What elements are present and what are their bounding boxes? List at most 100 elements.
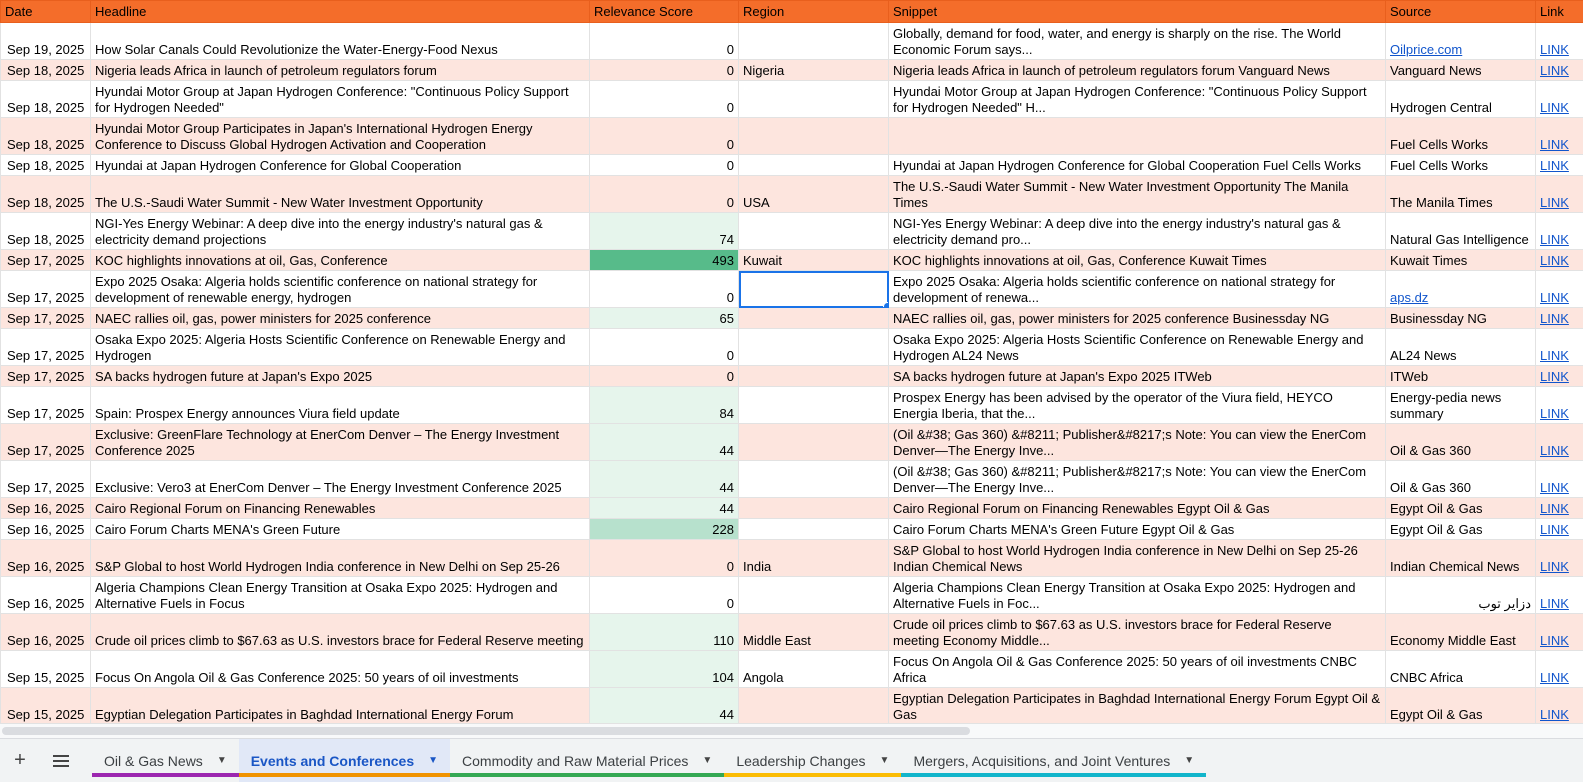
cell-link[interactable]: LINK [1536,519,1583,540]
cell-relevance-score[interactable]: 0 [590,271,739,308]
cell-headline[interactable]: Osaka Expo 2025: Algeria Hosts Scientifi… [91,329,590,366]
header-source[interactable]: Source [1386,1,1536,23]
cell-link[interactable]: LINK [1536,688,1583,724]
cell-date[interactable]: Sep 16, 2025 [1,498,91,519]
cell-headline[interactable]: Hyundai at Japan Hydrogen Conference for… [91,155,590,176]
cell-region[interactable] [739,461,889,498]
cell-relevance-score[interactable]: 110 [590,614,739,651]
all-sheets-button[interactable] [40,739,82,782]
cell-region[interactable] [739,308,889,329]
cell-region[interactable] [739,577,889,614]
cell-link[interactable]: LINK [1536,118,1583,155]
cell-region[interactable] [739,424,889,461]
sheet-tab[interactable]: Leadership Changes▼ [724,739,901,782]
cell-headline[interactable]: Hyundai Motor Group Participates in Japa… [91,118,590,155]
cell-relevance-score[interactable]: 493 [590,250,739,271]
cell-date[interactable]: Sep 18, 2025 [1,60,91,81]
cell-headline[interactable]: Hyundai Motor Group at Japan Hydrogen Co… [91,81,590,118]
cell-relevance-score[interactable]: 0 [590,118,739,155]
cell-link[interactable]: LINK [1536,155,1583,176]
header-relevance-score[interactable]: Relevance Score [590,1,739,23]
cell-region[interactable] [739,329,889,366]
cell-source[interactable]: Oil & Gas 360 [1386,424,1536,461]
scrollbar-thumb[interactable] [2,727,970,735]
cell-source[interactable]: The Manila Times [1386,176,1536,213]
cell-source[interactable]: Indian Chemical News [1386,540,1536,577]
spreadsheet-grid[interactable]: Date Headline Relevance Score Region Sni… [0,0,1583,723]
cell-relevance-score[interactable]: 74 [590,213,739,250]
cell-source[interactable]: Fuel Cells Works [1386,118,1536,155]
cell-snippet[interactable]: Cairo Regional Forum on Financing Renewa… [889,498,1386,519]
cell-snippet[interactable]: Algeria Champions Clean Energy Transitio… [889,577,1386,614]
cell-headline[interactable]: KOC highlights innovations at oil, Gas, … [91,250,590,271]
cell-date[interactable]: Sep 16, 2025 [1,540,91,577]
cell-relevance-score[interactable]: 0 [590,23,739,60]
cell-headline[interactable]: S&P Global to host World Hydrogen India … [91,540,590,577]
add-sheet-button[interactable]: + [0,739,40,782]
cell-relevance-score[interactable]: 44 [590,461,739,498]
cell-date[interactable]: Sep 18, 2025 [1,176,91,213]
cell-headline[interactable]: Spain: Prospex Energy announces Viura fi… [91,387,590,424]
cell-snippet[interactable]: Hyundai Motor Group at Japan Hydrogen Co… [889,81,1386,118]
cell-date[interactable]: Sep 18, 2025 [1,81,91,118]
cell-date[interactable]: Sep 15, 2025 [1,688,91,724]
cell-date[interactable]: Sep 17, 2025 [1,387,91,424]
cell-link[interactable]: LINK [1536,23,1583,60]
cell-region[interactable] [739,118,889,155]
cell-headline[interactable]: The U.S.-Saudi Water Summit - New Water … [91,176,590,213]
cell-source[interactable]: Egypt Oil & Gas [1386,688,1536,724]
cell-snippet[interactable]: Expo 2025 Osaka: Algeria holds scientifi… [889,271,1386,308]
cell-source[interactable]: Egypt Oil & Gas [1386,519,1536,540]
cell-source[interactable]: AL24 News [1386,329,1536,366]
cell-snippet[interactable]: KOC highlights innovations at oil, Gas, … [889,250,1386,271]
cell-link[interactable]: LINK [1536,329,1583,366]
sheet-tab[interactable]: Oil & Gas News▼ [92,739,239,782]
cell-source[interactable]: Economy Middle East [1386,614,1536,651]
cell-relevance-score[interactable]: 44 [590,498,739,519]
cell-headline[interactable]: Cairo Regional Forum on Financing Renewa… [91,498,590,519]
cell-headline[interactable]: Exclusive: GreenFlare Technology at Ener… [91,424,590,461]
cell-date[interactable]: Sep 18, 2025 [1,213,91,250]
chevron-down-icon[interactable]: ▼ [428,755,438,766]
cell-relevance-score[interactable]: 0 [590,60,739,81]
cell-headline[interactable]: NGI-Yes Energy Webinar: A deep dive into… [91,213,590,250]
cell-date[interactable]: Sep 17, 2025 [1,250,91,271]
cell-headline[interactable]: Focus On Angola Oil & Gas Conference 202… [91,651,590,688]
cell-region[interactable] [739,366,889,387]
cell-relevance-score[interactable]: 44 [590,688,739,724]
cell-headline[interactable]: Cairo Forum Charts MENA's Green Future [91,519,590,540]
cell-date[interactable]: Sep 17, 2025 [1,308,91,329]
cell-snippet[interactable]: Cairo Forum Charts MENA's Green Future E… [889,519,1386,540]
header-link[interactable]: Link [1536,1,1583,23]
cell-link[interactable]: LINK [1536,271,1583,308]
cell-headline[interactable]: NAEC rallies oil, gas, power ministers f… [91,308,590,329]
cell-source[interactable]: Oilprice.com [1386,23,1536,60]
cell-snippet[interactable]: Globally, demand for food, water, and en… [889,23,1386,60]
cell-source[interactable]: ITWeb [1386,366,1536,387]
cell-relevance-score[interactable]: 84 [590,387,739,424]
cell-headline[interactable]: How Solar Canals Could Revolutionize the… [91,23,590,60]
cell-link[interactable]: LINK [1536,213,1583,250]
cell-relevance-score[interactable]: 228 [590,519,739,540]
cell-link[interactable]: LINK [1536,366,1583,387]
cell-snippet[interactable]: Crude oil prices climb to $67.63 as U.S.… [889,614,1386,651]
cell-relevance-score[interactable]: 0 [590,366,739,387]
cell-link[interactable]: LINK [1536,577,1583,614]
selected-cell-region[interactable] [739,271,889,308]
cell-date[interactable]: Sep 16, 2025 [1,614,91,651]
